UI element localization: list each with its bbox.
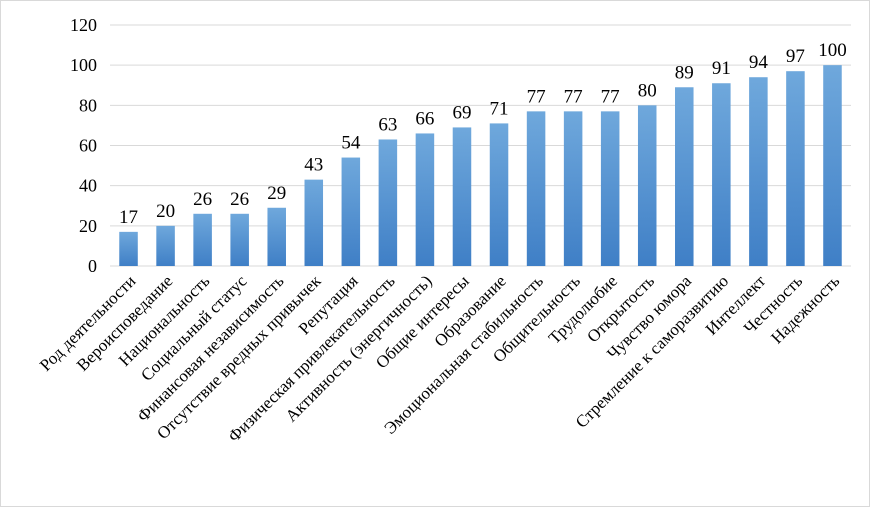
data-label: 63: [378, 114, 397, 135]
bar: [415, 133, 435, 266]
bar: [712, 83, 731, 266]
bar: [267, 207, 286, 266]
bar: [341, 157, 361, 266]
data-labels: 17 20 26 26 29 43 54 63 66 69 71 77 77 77 80 89 91 94 97 10…: [119, 40, 847, 228]
bar: [304, 179, 324, 266]
bar: [193, 213, 212, 266]
data-label: 26: [193, 189, 212, 210]
y-tick-label: 60: [79, 136, 97, 156]
data-label: 91: [712, 58, 731, 79]
y-tick-label: 100: [70, 55, 97, 75]
data-label: 69: [452, 102, 471, 123]
bar: [119, 231, 138, 266]
y-tick-label: 40: [79, 176, 97, 196]
y-tick-label: 80: [79, 95, 97, 115]
data-label: 97: [786, 46, 805, 67]
bar: [526, 111, 546, 266]
gridlines: [110, 24, 851, 267]
bar: [786, 71, 805, 266]
y-tick-label: 120: [70, 15, 97, 35]
category-labels: Род деятельностиВероисповеданиеНациональ…: [36, 271, 844, 446]
data-label: 89: [675, 62, 694, 83]
bar: [675, 87, 694, 266]
bar: [156, 225, 175, 266]
data-label: 54: [341, 133, 361, 154]
bar: [452, 127, 472, 266]
data-label: 77: [527, 86, 546, 107]
bar: [489, 123, 509, 267]
bar: [823, 65, 842, 267]
bar: [600, 111, 620, 266]
data-label: 20: [156, 201, 175, 222]
data-label: 71: [490, 98, 509, 119]
bars: [119, 65, 842, 267]
data-label: 77: [564, 86, 583, 107]
bar: [230, 213, 249, 266]
y-axis-ticks: 0 20 40 60 80 100 120: [70, 15, 97, 276]
data-label: 66: [415, 108, 434, 129]
bar: [749, 77, 768, 266]
data-label: 94: [749, 52, 769, 73]
data-label: 17: [119, 207, 138, 228]
bar: [378, 139, 398, 266]
data-label: 29: [267, 183, 286, 204]
data-label: 100: [818, 40, 847, 61]
data-label: 43: [304, 155, 323, 176]
y-tick-label: 0: [88, 256, 97, 276]
data-label: 80: [638, 80, 657, 101]
data-label: 26: [230, 189, 249, 210]
bar: [637, 105, 657, 266]
bar: [563, 111, 583, 266]
data-label: 77: [601, 86, 620, 107]
y-tick-label: 20: [79, 216, 97, 236]
